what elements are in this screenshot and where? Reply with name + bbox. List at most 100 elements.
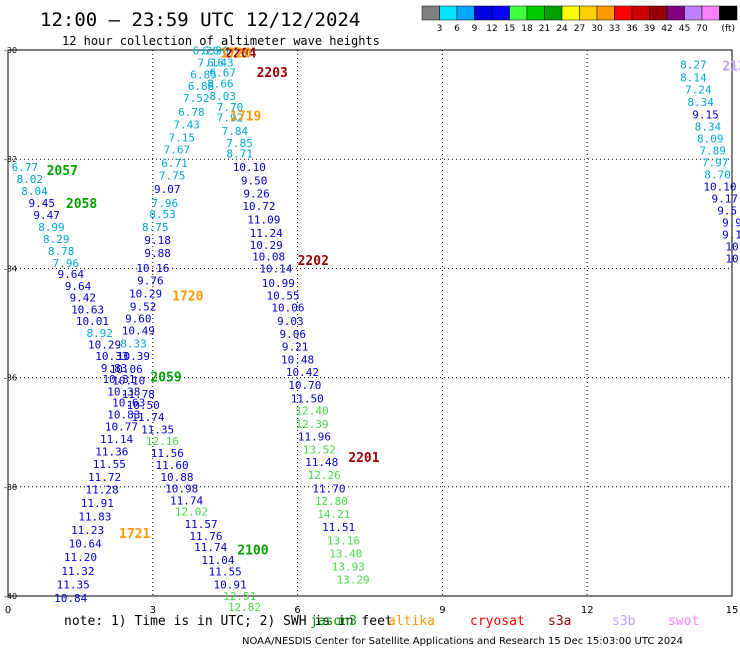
track-label: 2201 <box>348 451 379 466</box>
wave-height-value: 12.40 <box>296 404 329 417</box>
wave-height-value: 10.33 <box>95 350 128 363</box>
wave-height-value: 13.40 <box>329 547 362 560</box>
note-text: note: 1) Time is in UTC; 2) SWH is in fe… <box>64 614 393 629</box>
wave-height-value: 9.1 <box>722 229 740 242</box>
wave-height-value: 10.70 <box>288 379 321 392</box>
wave-height-value: 11.78 <box>122 388 155 401</box>
scale-swatch <box>526 5 545 21</box>
wave-height-value: 13.52 <box>303 444 336 457</box>
scale-label: 39 <box>644 24 656 34</box>
wave-height-value: 12.51 <box>223 590 256 603</box>
plot-frame <box>7 49 733 597</box>
wave-height-value: 8.33 <box>120 338 147 351</box>
wave-height-value: 11.35 <box>57 579 90 592</box>
wave-height-value: 8.03 <box>210 90 237 103</box>
wave-height-value: 11.96 <box>298 431 331 444</box>
scale-label: 6 <box>454 24 460 34</box>
wave-height-value: 7.75 <box>159 170 186 183</box>
wave-height-value: 10.14 <box>259 262 292 275</box>
wave-height-value: 10.91 <box>213 579 246 592</box>
wave-height-value: 7.15 <box>169 131 196 144</box>
legend-altika: altika <box>388 614 435 629</box>
scale-label: 24 <box>556 24 568 34</box>
wave-height-value: 11.09 <box>247 213 280 226</box>
wave-height-value: 11.83 <box>78 510 111 523</box>
scale-label: 9 <box>472 24 478 34</box>
wave-height-value: 10.16 <box>136 262 169 275</box>
scale-label: 15 <box>504 24 515 34</box>
wave-height-value: 11.76 <box>189 530 222 543</box>
legend-s3a: s3a <box>548 614 571 629</box>
wave-height-value: 12.16 <box>146 435 179 448</box>
scale-swatch <box>491 5 510 21</box>
wave-height-value: 7.85 <box>226 137 253 150</box>
wave-height-value: 11.32 <box>61 565 94 578</box>
wave-height-value: 6.85 <box>190 69 217 82</box>
wave-height-value: 11.60 <box>156 459 189 472</box>
wave-height-value: 6.43 <box>207 57 234 70</box>
wave-height-value: 9.45 <box>29 197 56 210</box>
wave-height-value: 11.74 <box>131 411 164 424</box>
footer-text: NOAA/NESDIS Center for Satellite Applica… <box>242 636 683 647</box>
wave-height-value: 13.16 <box>327 534 360 547</box>
wave-height-value: 9.47 <box>33 209 60 222</box>
y-tick-label: -34 <box>4 264 17 273</box>
wave-height-value: 11.48 <box>305 456 338 469</box>
wave-height-value: 10.01 <box>76 315 109 328</box>
wave-height-value: 7.92 <box>217 112 244 125</box>
scale-label: 21 <box>539 24 550 34</box>
wave-height-value: 9.76 <box>137 274 164 287</box>
track-label: 2100 <box>237 544 268 559</box>
wave-height-value: 14.21 <box>317 508 350 521</box>
wave-height-value: 8.66 <box>207 77 234 90</box>
wave-height-value: 8.29 <box>43 233 70 246</box>
wave-height-value: 6.71 <box>161 157 188 170</box>
wave-height-value: 11.28 <box>86 484 119 497</box>
wave-height-value: 11.57 <box>185 518 218 531</box>
scale-swatch <box>456 5 475 21</box>
wave-height-value: 12.26 <box>308 469 341 482</box>
wave-height-value: 7.52 <box>183 92 210 105</box>
wave-height-value: 10 <box>725 253 738 266</box>
wave-height-value: 10.39 <box>117 350 150 363</box>
legend-swot: swot <box>668 614 699 629</box>
wave-height-value: 11.51 <box>322 521 355 534</box>
wave-height-value: 7.84 <box>222 125 249 138</box>
wave-height-value: 11.91 <box>81 497 114 510</box>
wave-height-value: 11.70 <box>312 482 345 495</box>
track-label: 2202 <box>298 254 329 269</box>
wave-height-value: 9.42 <box>70 291 97 304</box>
wave-height-value: 11.36 <box>95 445 128 458</box>
wave-height-value: 13.29 <box>337 574 370 587</box>
wave-height-value: 12.39 <box>296 418 329 431</box>
wave-height-value: 10.98 <box>165 482 198 495</box>
wave-height-value: 11.55 <box>209 565 242 578</box>
wave-height-value: 8.14 <box>680 71 707 84</box>
track-label: 2059 <box>150 371 181 386</box>
wave-height-value: 10.48 <box>281 354 314 367</box>
wave-height-value: 11.35 <box>141 423 174 436</box>
wave-height-value: 9.17 <box>712 193 739 206</box>
legend-jason3: jason3 <box>310 614 357 629</box>
track-label: 212 <box>722 59 740 74</box>
scale-label: 70 <box>696 24 708 34</box>
scale-swatch <box>421 5 440 21</box>
wave-height-value: 10.77 <box>105 421 138 434</box>
scale-label: 45 <box>679 24 690 34</box>
chart-title: 12:00 – 23:59 UTC 12/12/2024 <box>40 9 360 31</box>
wave-height-value: 10.42 <box>286 366 319 379</box>
wave-height-value: 8.34 <box>687 96 714 109</box>
scale-swatch <box>596 5 615 21</box>
wave-height-value: 7.43 <box>173 118 200 131</box>
scale-label: 12 <box>486 24 497 34</box>
scale-swatch <box>439 5 458 21</box>
scale-swatch <box>561 5 580 21</box>
wave-height-value: 9.50 <box>241 174 268 187</box>
wave-height-value: 10.29 <box>250 239 283 252</box>
wave-height-value: 11.72 <box>88 471 121 484</box>
scale-swatch <box>666 5 685 21</box>
wave-height-value: 7.67 <box>164 143 191 156</box>
wave-height-value: 11.74 <box>194 541 227 554</box>
scale-swatch <box>701 5 720 21</box>
x-tick-label: 0 <box>5 605 11 616</box>
